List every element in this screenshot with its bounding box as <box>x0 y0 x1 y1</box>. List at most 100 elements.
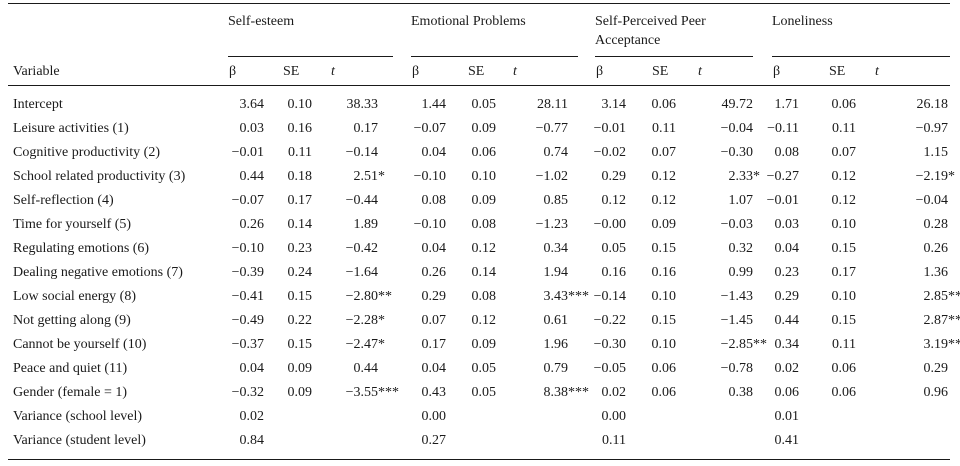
cell-loneliness-se: 0.11 <box>832 121 856 136</box>
cell-emotional-beta: 1.44 <box>421 97 447 112</box>
cell-loneliness-se: 0.12 <box>831 169 857 184</box>
cell-self-esteem-t: −0.44 <box>345 193 378 208</box>
cell-self-esteem-t: 0.17 <box>353 121 379 136</box>
cell-emotional-beta: −0.10 <box>413 217 446 232</box>
cell-self-esteem-t: −2.80** <box>345 289 392 304</box>
cell-emotional-beta: 0.27 <box>421 433 447 448</box>
cell-loneliness-t: −0.04 <box>915 193 948 208</box>
cell-loneliness-se: 0.07 <box>831 145 857 160</box>
cell-emotional-beta: 0.43 <box>421 385 447 400</box>
table-row: Cognitive productivity (2) −0.01 0.11 −0.14… <box>0 145 960 165</box>
cell-loneliness-t: 3.19** <box>923 337 960 352</box>
table-row: Regulating emotions (6) −0.10 0.23 −0.42 0.0… <box>0 241 960 261</box>
cell-loneliness-beta: 0.08 <box>774 145 800 160</box>
cell-emotional-se: 0.05 <box>471 361 497 376</box>
cell-loneliness-t: 0.96 <box>923 385 949 400</box>
cell-loneliness-t: 2.87** <box>923 313 960 328</box>
t-header: t <box>875 64 879 79</box>
cell-emotional-t: 8.38*** <box>543 385 590 400</box>
cell-emotional-se: 0.05 <box>471 385 497 400</box>
cell-peer-t: −0.04 <box>720 121 753 136</box>
row-label: Time for yourself (5) <box>13 217 132 232</box>
row-label: Low social energy (8) <box>13 289 136 304</box>
cell-self-esteem-t: −3.55*** <box>345 385 399 400</box>
cell-peer-se: 0.11 <box>652 121 676 136</box>
cell-emotional-t: −1.02 <box>535 169 568 184</box>
cell-self-esteem-se: 0.24 <box>287 265 313 280</box>
group-header-loneliness: Loneliness <box>772 14 833 29</box>
cell-loneliness-beta: 0.04 <box>774 241 800 256</box>
cell-emotional-beta: 0.00 <box>421 409 447 424</box>
cell-emotional-se: 0.12 <box>471 313 497 328</box>
cell-peer-beta: 0.00 <box>601 409 627 424</box>
cell-self-esteem-t: −2.28* <box>345 313 385 328</box>
cell-self-esteem-se: 0.09 <box>287 361 313 376</box>
cell-peer-t: 1.07 <box>728 193 754 208</box>
se-header: SE <box>829 64 846 79</box>
cell-peer-se: 0.07 <box>651 145 677 160</box>
cell-emotional-se: 0.09 <box>471 337 497 352</box>
cell-emotional-se: 0.06 <box>471 145 497 160</box>
cell-emotional-t: 1.96 <box>543 337 569 352</box>
cell-self-esteem-se: 0.15 <box>287 337 313 352</box>
row-label: Cannot be yourself (10) <box>13 337 147 352</box>
cell-emotional-se: 0.09 <box>471 193 497 208</box>
cell-self-esteem-se: 0.09 <box>287 385 313 400</box>
cell-peer-beta: 0.02 <box>601 385 627 400</box>
cell-self-esteem-t: 0.44 <box>353 361 379 376</box>
cell-emotional-t: 0.85 <box>543 193 569 208</box>
cell-emotional-se: 0.10 <box>471 169 497 184</box>
cell-emotional-beta: 0.07 <box>421 313 447 328</box>
cell-peer-t: 2.33* <box>728 169 761 184</box>
group-underline-emotional-problems <box>411 56 578 57</box>
cell-self-esteem-t: 38.33 <box>346 97 379 112</box>
cell-self-esteem-beta: −0.37 <box>231 337 264 352</box>
cell-loneliness-se: 0.10 <box>831 289 857 304</box>
cell-emotional-beta: 0.04 <box>421 361 447 376</box>
cell-peer-t: −0.78 <box>720 361 753 376</box>
cell-self-esteem-beta: −0.01 <box>231 145 264 160</box>
cell-loneliness-beta: −0.27 <box>766 169 799 184</box>
group-header-emotional-problems: Emotional Problems <box>411 14 526 29</box>
cell-peer-beta: 0.11 <box>602 433 626 448</box>
variable-header: Variable <box>13 64 60 79</box>
cell-peer-se: 0.12 <box>651 169 677 184</box>
table-row: Time for yourself (5) 0.26 0.14 1.89 −0.10 0.… <box>0 217 960 237</box>
cell-loneliness-se: 0.15 <box>831 241 857 256</box>
table-row: Cannot be yourself (10) −0.37 0.15 −2.47* 0.… <box>0 337 960 357</box>
cell-peer-se: 0.10 <box>651 289 677 304</box>
cell-loneliness-se: 0.06 <box>831 97 857 112</box>
cell-loneliness-se: 0.17 <box>831 265 857 280</box>
cell-peer-t: −1.45 <box>720 313 753 328</box>
table-row: Intercept 3.64 0.10 38.33 1.44 0.05 28.11 3.14 0… <box>0 97 960 117</box>
cell-peer-t: −0.03 <box>720 217 753 232</box>
cell-emotional-se: 0.09 <box>471 121 497 136</box>
cell-peer-beta: 0.16 <box>601 265 627 280</box>
cell-loneliness-se: 0.06 <box>831 385 857 400</box>
cell-loneliness-beta: 1.71 <box>774 97 800 112</box>
cell-self-esteem-se: 0.22 <box>287 313 313 328</box>
t-header: t <box>513 64 517 79</box>
cell-loneliness-t: −2.19* <box>915 169 955 184</box>
row-label: Self-reflection (4) <box>13 193 114 208</box>
cell-emotional-se: 0.14 <box>471 265 497 280</box>
cell-loneliness-t: 0.26 <box>923 241 949 256</box>
cell-loneliness-beta: 0.06 <box>774 385 800 400</box>
cell-loneliness-beta: 0.23 <box>774 265 800 280</box>
cell-self-esteem-se: 0.17 <box>287 193 313 208</box>
se-header: SE <box>652 64 669 79</box>
cell-loneliness-se: 0.06 <box>831 361 857 376</box>
table-row: Leisure activities (1) 0.03 0.16 0.17 −0.07 0… <box>0 121 960 141</box>
cell-self-esteem-se: 0.14 <box>287 217 313 232</box>
cell-loneliness-t: 26.18 <box>916 97 949 112</box>
cell-peer-se: 0.06 <box>651 361 677 376</box>
cell-self-esteem-beta: 0.44 <box>239 169 265 184</box>
cell-peer-t: 49.72 <box>721 97 754 112</box>
beta-header: β <box>596 64 604 79</box>
row-label: Regulating emotions (6) <box>13 241 150 256</box>
cell-emotional-se: 0.05 <box>471 97 497 112</box>
cell-loneliness-t: 2.85** <box>923 289 960 304</box>
t-header: t <box>698 64 702 79</box>
cell-loneliness-t: 0.28 <box>923 217 949 232</box>
table-row: Variance (school level) 0.02 0.00 0.00 0.01 <box>0 409 960 429</box>
